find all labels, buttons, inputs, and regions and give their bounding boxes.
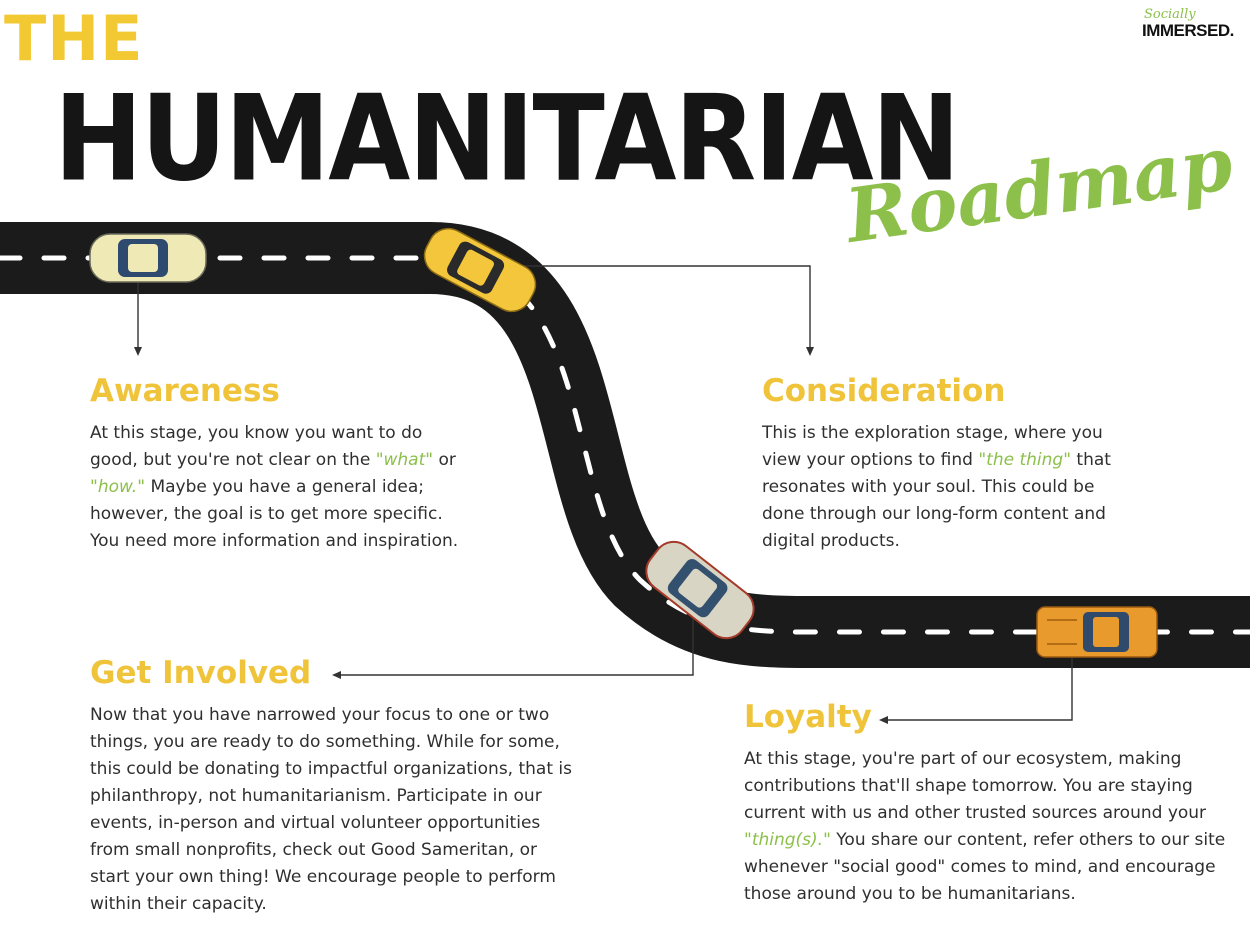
- highlight-what: "what": [375, 449, 434, 470]
- stage-description: Now that you have narrowed your focus to…: [90, 704, 572, 914]
- stage-loyalty: Loyalty At this stage, you're part of ou…: [744, 699, 1234, 908]
- car-orange: [1036, 606, 1158, 658]
- title-the: THE: [4, 2, 144, 75]
- highlight-how: "how.": [90, 476, 146, 497]
- connector-loyalty: [879, 640, 1073, 724]
- connector-consideration: [470, 265, 814, 356]
- title-humanitarian: HUMANITARIAN: [54, 69, 960, 208]
- stage-consideration: Consideration This is the exploration st…: [762, 373, 1142, 555]
- car-yellow: [423, 227, 537, 313]
- brand-logo: Socially IMMERSED.: [1140, 8, 1244, 42]
- stage-description: This is the exploration stage, where you…: [762, 422, 1111, 551]
- stage-heading: Get Involved: [90, 655, 312, 691]
- stage-awareness: Awareness At this stage, you know you wa…: [90, 373, 462, 555]
- stage-heading: Consideration: [762, 373, 1006, 409]
- stage-heading: Loyalty: [744, 699, 872, 735]
- highlight-things: "thing(s).": [744, 829, 831, 850]
- highlight-the-thing: "the thing": [978, 449, 1072, 470]
- stage-description: At this stage, you're part of our ecosys…: [744, 748, 1226, 904]
- logo-immersed: IMMERSED.: [1142, 21, 1234, 40]
- stage-get-involved: Get Involved Now that you have narrowed …: [90, 655, 580, 918]
- car-cream: [89, 233, 207, 283]
- car-silver: [645, 540, 755, 640]
- connector-awareness: [134, 278, 142, 356]
- stage-description: At this stage, you know you want to do g…: [90, 422, 459, 551]
- logo-socially: Socially: [1144, 7, 1196, 22]
- stage-heading: Awareness: [90, 373, 280, 409]
